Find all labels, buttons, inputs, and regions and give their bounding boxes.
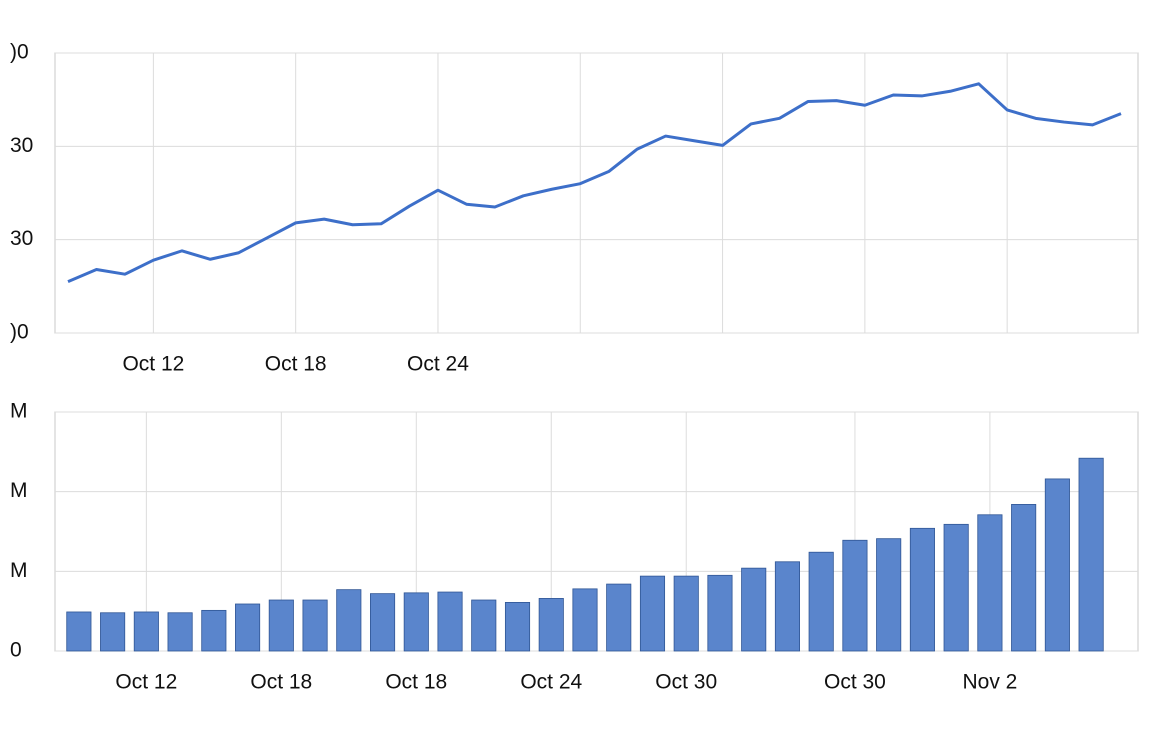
bar — [639, 575, 666, 652]
x-tick-label: Oct 24 — [520, 671, 582, 694]
bar — [201, 609, 227, 652]
x-tick-label: Oct 18 — [385, 671, 447, 694]
bar — [336, 589, 362, 652]
bar — [673, 575, 699, 652]
bar — [977, 514, 1003, 652]
bar — [437, 591, 463, 652]
bar — [876, 538, 902, 652]
bar — [235, 603, 261, 652]
x-tick-label: Oct 30 — [655, 671, 717, 694]
y-tick-label: M — [10, 479, 28, 502]
y-tick-label: M — [10, 559, 28, 582]
bar — [100, 612, 126, 652]
bar — [707, 574, 733, 652]
y-tick-label: )0 — [10, 321, 29, 344]
x-tick-label: Oct 12 — [115, 671, 177, 694]
bar — [403, 592, 429, 652]
x-tick-label: Oct 24 — [407, 353, 469, 376]
bar — [741, 567, 767, 652]
bar — [538, 598, 564, 652]
bar — [133, 611, 159, 652]
bar — [943, 523, 969, 652]
bar — [842, 539, 868, 652]
x-tick-label: Oct 12 — [122, 353, 184, 376]
bar — [1011, 504, 1037, 652]
y-tick-label: 0 — [10, 639, 22, 662]
bar — [268, 599, 294, 652]
bar — [774, 561, 800, 652]
bar — [1078, 457, 1104, 652]
bar — [504, 602, 531, 652]
line-series — [67, 82, 1122, 284]
bar — [909, 527, 935, 652]
bar — [471, 599, 497, 652]
bar — [1044, 478, 1070, 652]
bar — [167, 612, 193, 652]
plot-area — [54, 52, 1139, 334]
x-tick-label: Oct 30 — [824, 671, 886, 694]
x-tick-label: Oct 18 — [250, 671, 312, 694]
y-tick-label: 30 — [10, 227, 33, 250]
bar — [66, 611, 92, 652]
y-tick-label: )0 — [10, 41, 29, 64]
y-tick-label: 30 — [10, 134, 33, 157]
bar — [370, 593, 396, 652]
bar — [572, 588, 598, 652]
x-tick-label: Nov 2 — [962, 671, 1017, 694]
bar — [302, 599, 328, 652]
x-tick-label: Oct 18 — [265, 353, 327, 376]
y-tick-label: M — [10, 400, 28, 423]
bar — [606, 583, 632, 652]
bar — [808, 551, 834, 652]
